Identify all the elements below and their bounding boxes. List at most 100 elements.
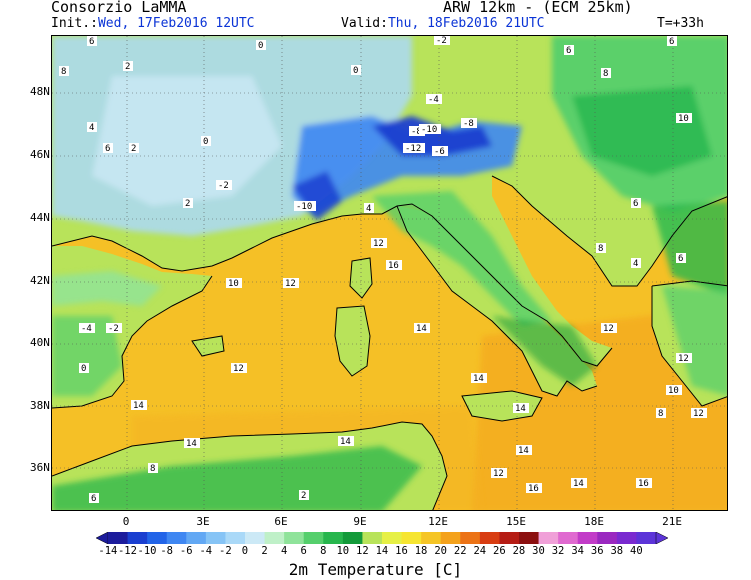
value-label: 8 <box>656 408 666 419</box>
value-label-text: 10 <box>668 386 679 396</box>
value-label-text: -2 <box>436 36 447 46</box>
value-label: 12 <box>371 238 387 249</box>
colorbar-swatch-20 <box>499 532 520 544</box>
value-label: 12 <box>691 408 707 419</box>
value-label: 12 <box>676 353 692 364</box>
value-label-text: 0 <box>353 66 358 76</box>
value-label-text: 14 <box>340 437 351 447</box>
lon-label-5: 15E <box>506 515 526 528</box>
value-label: 10 <box>666 385 682 396</box>
value-label-text: 8 <box>150 464 155 474</box>
value-label-text: 2 <box>131 144 136 154</box>
value-label: -4 <box>426 94 442 105</box>
value-label-text: 8 <box>61 67 66 77</box>
value-label-text: -4 <box>428 95 439 105</box>
lon-label-4: 12E <box>428 515 448 528</box>
colorbar-swatch-5 <box>205 532 226 544</box>
value-label: 0 <box>351 65 361 76</box>
value-label-text: 16 <box>638 479 649 489</box>
colorbar-swatch-25 <box>597 532 618 544</box>
value-label-text: 0 <box>203 137 208 147</box>
colorbar-level-14: 14 <box>375 545 389 557</box>
colorbar-swatch-4 <box>186 532 207 544</box>
colorbar-swatch-24 <box>577 532 598 544</box>
value-label-text: 12 <box>233 364 244 374</box>
value-label: 12 <box>231 363 247 374</box>
colorbar-swatch-16 <box>421 532 442 544</box>
coastlines <box>52 175 727 510</box>
value-label-text: 4 <box>366 204 371 214</box>
value-label-text: -8 <box>463 119 474 129</box>
value-label-text: 14 <box>186 439 197 449</box>
lon-label-1: 3E <box>196 515 210 528</box>
value-label-text: 16 <box>528 484 539 494</box>
lon-label-3: 9E <box>353 515 367 528</box>
colorbar-max-arrow <box>655 532 668 544</box>
colorbar-level-1: -12 <box>117 545 137 557</box>
value-label: -10 <box>294 201 316 212</box>
value-label: -2 <box>106 323 122 334</box>
value-label: 6 <box>89 493 99 504</box>
colorbar-level-18: 22 <box>453 545 467 557</box>
colorbar-level-19: 24 <box>473 545 487 557</box>
init-label: Init.: <box>51 16 98 31</box>
colorbar-swatch-12 <box>342 532 363 544</box>
colorbar-swatch-0 <box>108 532 129 544</box>
value-label-text: 14 <box>518 446 529 456</box>
colorbar-level-16: 18 <box>414 545 428 557</box>
colorbar-level-8: 2 <box>261 545 268 557</box>
value-label: 12 <box>491 468 507 479</box>
value-label: 2 <box>183 198 193 209</box>
value-label-text: 6 <box>633 199 638 209</box>
graticule <box>52 36 727 510</box>
value-label: 4 <box>364 203 374 214</box>
value-label: 6 <box>103 143 113 154</box>
valid-label: Valid: <box>341 16 388 31</box>
value-label-text: 16 <box>388 261 399 271</box>
colorbar-level-15: 16 <box>395 545 408 557</box>
colorbar-level-3: -8 <box>160 545 173 557</box>
value-label: -8 <box>409 126 425 137</box>
colorbar-level-17: 20 <box>434 545 447 557</box>
colorbar-level-13: 12 <box>356 545 369 557</box>
value-label-text: 6 <box>566 46 571 56</box>
value-label: -2 <box>434 36 450 46</box>
value-label-text: -12 <box>405 144 421 154</box>
value-label: -4 <box>79 323 95 334</box>
lon-label-2: 6E <box>274 515 288 528</box>
value-label: 2 <box>123 61 133 72</box>
colorbar-swatch-3 <box>166 532 187 544</box>
lat-label-5: 38N <box>30 399 50 412</box>
value-label-text: 6 <box>105 144 110 154</box>
value-label-text: 6 <box>91 494 96 504</box>
colorbar-swatch-11 <box>323 532 344 544</box>
colorbar-level-27: 40 <box>630 545 643 557</box>
lon-label-0: 0 <box>122 515 130 528</box>
colorbar-level-0: -14 <box>98 545 118 557</box>
value-label-text: 14 <box>515 404 526 414</box>
lon-label-7: 21E <box>662 515 682 528</box>
init-value: Wed, 17Feb2016 12UTC <box>97 16 255 31</box>
value-label: 16 <box>636 478 652 489</box>
colorbar-swatch-21 <box>519 532 540 544</box>
colorbar-swatch-26 <box>616 532 637 544</box>
value-label: -6 <box>432 146 448 157</box>
value-label: 0 <box>79 363 89 374</box>
colorbar-level-20: 26 <box>493 545 506 557</box>
value-label-text: -8 <box>411 127 422 137</box>
lat-label-2: 44N <box>30 211 50 224</box>
value-label-text: 2 <box>185 199 190 209</box>
colorbar-swatch-23 <box>558 532 579 544</box>
value-label-text: 12 <box>285 279 296 289</box>
lat-label-0: 48N <box>30 85 50 98</box>
value-label: 6 <box>564 45 574 56</box>
mallorca-landmass <box>192 336 224 356</box>
colorbar-level-5: -4 <box>199 545 213 557</box>
lat-label-1: 46N <box>30 148 50 161</box>
colorbar-level-7: 0 <box>241 545 249 557</box>
value-label-text: 4 <box>633 259 638 269</box>
value-label-text: 12 <box>678 354 689 364</box>
value-label: 10 <box>226 278 242 289</box>
